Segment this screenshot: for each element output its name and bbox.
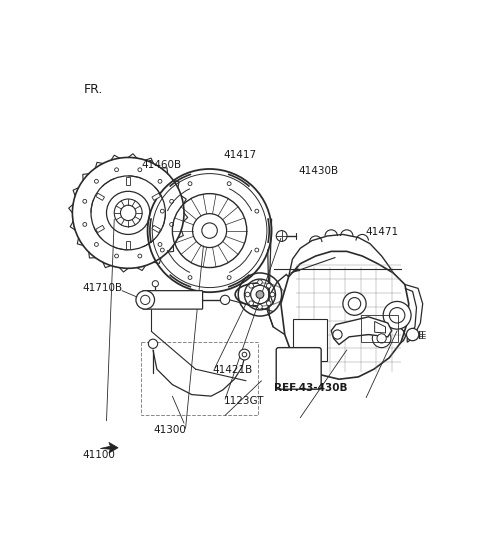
Circle shape (249, 283, 253, 288)
Polygon shape (100, 442, 118, 453)
Polygon shape (375, 321, 385, 333)
FancyBboxPatch shape (276, 347, 321, 389)
Circle shape (141, 295, 150, 305)
Polygon shape (152, 193, 161, 201)
Circle shape (258, 305, 262, 309)
Circle shape (220, 295, 230, 305)
Text: REF.43-430B: REF.43-430B (274, 384, 348, 393)
Polygon shape (126, 177, 130, 184)
Circle shape (343, 292, 366, 315)
Circle shape (242, 352, 247, 357)
Circle shape (389, 308, 405, 323)
Circle shape (266, 301, 271, 306)
Text: 41300: 41300 (153, 425, 186, 435)
Text: 41100: 41100 (83, 450, 115, 460)
Polygon shape (126, 241, 130, 249)
Text: 41430B: 41430B (298, 166, 338, 177)
Polygon shape (331, 317, 392, 345)
Circle shape (266, 283, 271, 288)
Circle shape (245, 292, 250, 297)
Circle shape (372, 329, 391, 347)
Circle shape (136, 291, 155, 309)
Circle shape (148, 339, 157, 349)
Polygon shape (292, 319, 327, 362)
Polygon shape (152, 225, 161, 233)
Circle shape (239, 349, 250, 360)
Text: 41421B: 41421B (213, 365, 253, 375)
Polygon shape (281, 251, 409, 379)
Circle shape (249, 301, 253, 306)
Circle shape (256, 291, 264, 298)
Circle shape (333, 330, 342, 339)
Circle shape (152, 281, 158, 287)
Polygon shape (96, 193, 105, 201)
Circle shape (258, 280, 262, 285)
Circle shape (377, 334, 386, 343)
Circle shape (383, 301, 411, 329)
FancyBboxPatch shape (143, 291, 203, 309)
Text: 41460B: 41460B (142, 160, 182, 170)
Text: 41710B: 41710B (83, 283, 122, 293)
Bar (360, 315, 398, 342)
Text: 41471: 41471 (365, 227, 398, 237)
Text: 1123GT: 1123GT (224, 396, 264, 406)
Polygon shape (96, 225, 105, 233)
Circle shape (270, 292, 275, 297)
Circle shape (407, 328, 419, 341)
Text: 41417: 41417 (224, 150, 257, 160)
Text: FR.: FR. (84, 83, 104, 96)
Circle shape (348, 298, 360, 310)
